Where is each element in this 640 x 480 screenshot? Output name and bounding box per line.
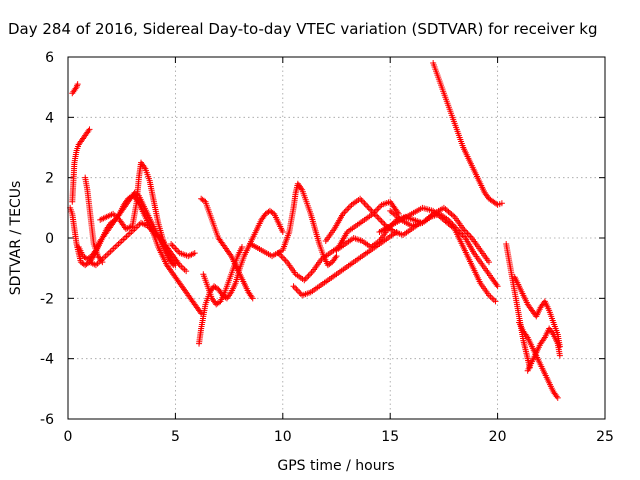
x-tick-label: 5 <box>171 429 180 445</box>
data-point <box>364 203 371 210</box>
x-axis-label: GPS time / hours <box>277 458 394 474</box>
data-point <box>183 268 190 275</box>
x-tick-label: 20 <box>489 429 507 445</box>
data-point <box>367 206 374 213</box>
data-point <box>305 272 312 279</box>
data-point <box>374 206 381 213</box>
y-tick-label: -6 <box>40 412 54 428</box>
data-point <box>333 253 340 260</box>
data-points <box>67 60 563 401</box>
data-point <box>169 242 176 249</box>
data-point <box>554 394 561 401</box>
plot-frame <box>67 56 606 420</box>
data-point <box>467 233 474 240</box>
data-point <box>498 200 505 207</box>
data-point <box>170 244 177 251</box>
data-point <box>486 259 493 266</box>
data-point <box>249 295 256 302</box>
x-tick-label: 10 <box>274 429 292 445</box>
y-tick-label: 0 <box>45 231 54 247</box>
data-point <box>327 260 334 267</box>
data-point <box>282 257 289 264</box>
data-point <box>168 241 175 248</box>
data-point <box>291 284 298 291</box>
data-point <box>279 228 286 235</box>
data-point <box>375 204 382 211</box>
data-point <box>294 287 301 294</box>
y-tick-label: 2 <box>45 171 54 187</box>
chart-title: Day 284 of 2016, Sidereal Day-to-day VTE… <box>8 20 598 38</box>
data-point <box>290 283 297 290</box>
data-point <box>86 126 93 133</box>
data-point <box>361 200 368 207</box>
data-point <box>293 286 300 293</box>
data-point <box>172 245 179 252</box>
data-point <box>87 254 94 261</box>
y-tick-label: -2 <box>40 291 54 307</box>
y-tick-label: 6 <box>45 50 54 66</box>
data-point <box>375 215 382 222</box>
data-point <box>201 197 208 204</box>
data-point <box>492 298 499 305</box>
data-point <box>279 254 286 261</box>
data-point <box>378 218 385 225</box>
data-point <box>308 269 315 276</box>
data-point <box>213 285 220 292</box>
axis-ticks: 0 5 10 15 20 25 -6 -4 -2 0 2 4 6 <box>40 50 614 445</box>
data-point <box>556 352 563 359</box>
data-point <box>173 247 180 254</box>
data-point <box>347 203 354 210</box>
grid-lines <box>68 57 605 419</box>
data-point <box>281 256 288 263</box>
y-tick-label: 4 <box>45 110 54 126</box>
data-point <box>362 201 369 208</box>
data-point <box>358 197 365 204</box>
x-tick-label: 0 <box>64 429 73 445</box>
data-point <box>372 212 379 219</box>
data-point <box>172 262 179 269</box>
data-point <box>344 206 351 213</box>
data-point <box>494 283 501 290</box>
data-point <box>74 81 81 88</box>
data-point <box>345 204 352 211</box>
data-point <box>302 275 309 282</box>
data-point <box>465 231 472 238</box>
y-tick-label: -4 <box>40 352 54 368</box>
x-tick-label: 25 <box>596 429 614 445</box>
data-point <box>342 207 349 214</box>
x-tick-label: 15 <box>381 429 399 445</box>
data-point <box>377 216 384 223</box>
data-point <box>365 204 372 211</box>
data-point <box>374 213 381 220</box>
data-point <box>307 271 314 278</box>
data-point <box>380 219 387 226</box>
y-axis-label: SDTVAR / TECUs <box>8 181 24 296</box>
data-point <box>238 244 245 251</box>
data-point <box>368 207 375 214</box>
data-point <box>198 310 205 317</box>
data-point <box>191 250 198 257</box>
